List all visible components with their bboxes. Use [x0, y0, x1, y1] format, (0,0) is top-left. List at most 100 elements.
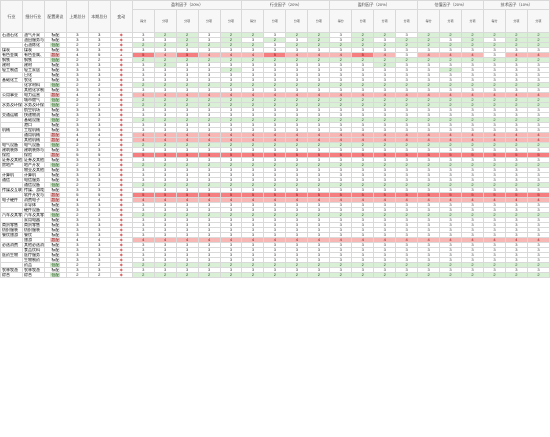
table-body: 石油石化油气开采标配33◆3223223223223222222油田服务与工程标… — [0, 32, 550, 278]
subcol-1: 分项 — [153, 9, 177, 33]
plan-badge: 标配 — [51, 147, 60, 152]
plan-badge: 标配 — [51, 232, 60, 237]
cell-now: 2 — [87, 272, 111, 278]
change-icon: ◆ — [119, 237, 123, 242]
change-icon: ◆ — [119, 67, 123, 72]
col-change: 变动 — [109, 0, 133, 33]
subcol-9: 得分 — [329, 9, 353, 33]
plan-badge: 标配 — [51, 222, 60, 227]
plan-badge: 标配 — [51, 127, 60, 132]
subcol-2: 分项 — [175, 9, 199, 33]
plan-badge: 标配 — [51, 167, 60, 172]
subcol-18: 分项 — [526, 9, 550, 33]
plan-badge: 超配 — [50, 192, 61, 197]
plan-badge: 低配 — [50, 102, 61, 107]
change-icon: ◆ — [119, 177, 123, 182]
cell-score: 2 — [241, 272, 265, 278]
plan-badge: 超配 — [50, 132, 61, 137]
cell-score: 2 — [417, 272, 441, 278]
subcol-3: 分项 — [197, 9, 221, 33]
plan-badge: 超配 — [50, 237, 61, 242]
plan-badge: 低配 — [50, 117, 61, 122]
cell-score: 2 — [263, 272, 287, 278]
plan-badge: 标配 — [51, 112, 60, 117]
cell-score: 2 — [131, 272, 155, 278]
cell-score: 2 — [329, 272, 353, 278]
cell-plan: 低配 — [43, 272, 67, 278]
cell-score: 2 — [307, 272, 331, 278]
subcol-15: 分项 — [461, 9, 484, 33]
plan-badge: 标配 — [51, 107, 60, 112]
plan-badge: 低配 — [50, 212, 61, 217]
table-row: 城市燃气 低配 2 2 ◆ 2 2 2 2 2 2 2 2 2 2 2 2 2 2 2 2 2 2 2 — [0, 97, 550, 103]
change-icon: ◆ — [119, 47, 123, 52]
change-icon: ◆ — [119, 42, 123, 47]
subcol-10: 分项 — [351, 9, 375, 33]
cell-score: 2 — [373, 272, 397, 278]
plan-badge: 标配 — [51, 247, 60, 252]
table-row: 水务及环保 水务及环保 低配 2 2 ◆ 2 2 2 2 2 2 2 2 2 2 2 2 2 2 2 2 2 2 2 — [0, 102, 550, 108]
table-row: 航空机场 标配 3 3 ◆ 3 3 3 3 3 3 3 3 3 3 3 3 3 3 3 3 3 3 3 — [0, 107, 550, 113]
change-icon: ◆ — [119, 37, 123, 42]
allocation-table: 行业 细分行业 配置建议 上期总分 本期总分 变动 盈利因子（20%） 行业因子… — [0, 0, 550, 278]
plan-badge: 标配 — [51, 172, 60, 177]
subcol-14: 分项 — [439, 9, 463, 33]
plan-badge: 低配 — [50, 162, 61, 167]
plan-badge: 超配 — [50, 52, 61, 57]
plan-badge: 标配 — [51, 242, 60, 247]
table-row: 医药生物 医疗服务 标配 3 3 ◆ 3 3 3 3 3 3 3 3 3 3 3 3 3 3 3 3 3 3 3 — [0, 252, 550, 258]
change-icon: ◆ — [119, 87, 123, 92]
plan-badge: 标配 — [51, 227, 60, 232]
plan-badge: 标配 — [51, 177, 60, 182]
group-4: 估值因子（20%） — [417, 0, 484, 10]
change-icon: ◆ — [119, 252, 123, 257]
col-industry: 行业 — [0, 0, 23, 33]
change-icon: ◆ — [119, 232, 123, 237]
plan-badge: 标配 — [51, 37, 60, 42]
cell-subindustry: 汽车及其零部件 — [21, 212, 45, 218]
change-icon: ◆ — [119, 162, 123, 167]
plan-badge: 标配 — [51, 72, 60, 77]
table-row: 商贸零售 商贸零售 标配 3 3 ◆ 3 3 3 3 3 3 3 3 3 3 3 3 3 3 3 3 3 3 3 — [0, 222, 550, 228]
subcol-11: 分项 — [373, 9, 397, 33]
change-icon: ◆ — [119, 212, 123, 217]
table-row: 传媒及互联网传媒、游戏、娱乐及服务标配33◆333333333333333333… — [0, 187, 550, 193]
cell-subindustry: 建筑装饰与工程 — [21, 147, 45, 153]
col-config: 配置建议 — [43, 0, 67, 33]
cell-industry: 水务及环保 — [0, 102, 23, 108]
table-row: 半导体 标配 3 3 ◆ 3 3 3 3 3 3 3 3 3 3 3 3 3 3 3 3 3 3 3 — [0, 202, 550, 208]
plan-badge: 标配 — [51, 32, 60, 37]
change-icon: ◆ — [119, 172, 123, 177]
change-icon: ◆ — [119, 247, 123, 252]
table-row: 通信 电信服务 标配 3 3 ◆ 3 3 3 3 3 3 3 3 3 3 3 3 3 3 3 3 3 3 3 — [0, 177, 550, 183]
table-row: 证券及其他 证券及其他 标配 3 3 ◆ 3 3 3 3 3 3 3 3 3 3 3 3 3 3 3 3 3 3 3 — [0, 157, 550, 163]
table-row: 公用事业 电力运营 超配 4 4 ◆ 4 4 4 4 4 4 4 4 4 4 4 4 4 4 4 4 4 4 4 — [0, 92, 550, 98]
change-icon: ◆ — [119, 192, 123, 197]
cell-score: 2 — [175, 272, 199, 278]
cell-subindustry: 软件开发与专业服务 — [21, 192, 45, 198]
change-icon: ◆ — [119, 267, 123, 272]
change-icon: ◆ — [119, 262, 123, 267]
subcol-7: 分项 — [285, 9, 309, 33]
change-icon: ◆ — [119, 152, 123, 157]
change-icon: ◆ — [119, 187, 123, 192]
plan-badge: 低配 — [50, 97, 61, 102]
change-icon: ◆ — [119, 147, 123, 152]
change-icon: ◆ — [119, 137, 123, 142]
table-row: 轻工制造 轻工家居 标配 3 3 ◆ 3 3 3 3 2 3 3 3 3 3 3 3 3 3 2 3 3 3 3 — [0, 67, 550, 73]
table-row: 农林牧渔 农林牧渔 标配 3 3 ◆ 3 3 3 3 3 3 3 3 3 3 3 3 3 3 3 3 3 3 3 — [0, 267, 550, 273]
plan-badge: 低配 — [50, 142, 61, 147]
cell-industry: 综合 — [0, 272, 23, 278]
cell-score: 2 — [351, 272, 375, 278]
plan-badge: 标配 — [51, 267, 60, 272]
change-icon: ◆ — [119, 157, 123, 162]
table-row: 煤炭 煤炭 标配 3 3 ◆ 3 3 3 3 3 3 3 3 3 3 3 3 3 3 3 3 3 3 3 — [0, 47, 550, 53]
subcol-4: 分项 — [219, 9, 243, 33]
group-2: 行业因子（20%） — [241, 0, 331, 10]
plan-badge: 超配 — [50, 92, 61, 97]
plan-badge: 低配 — [50, 42, 61, 47]
change-icon: ◆ — [119, 167, 123, 172]
change-icon: ◆ — [119, 32, 123, 37]
change-icon: ◆ — [119, 107, 123, 112]
